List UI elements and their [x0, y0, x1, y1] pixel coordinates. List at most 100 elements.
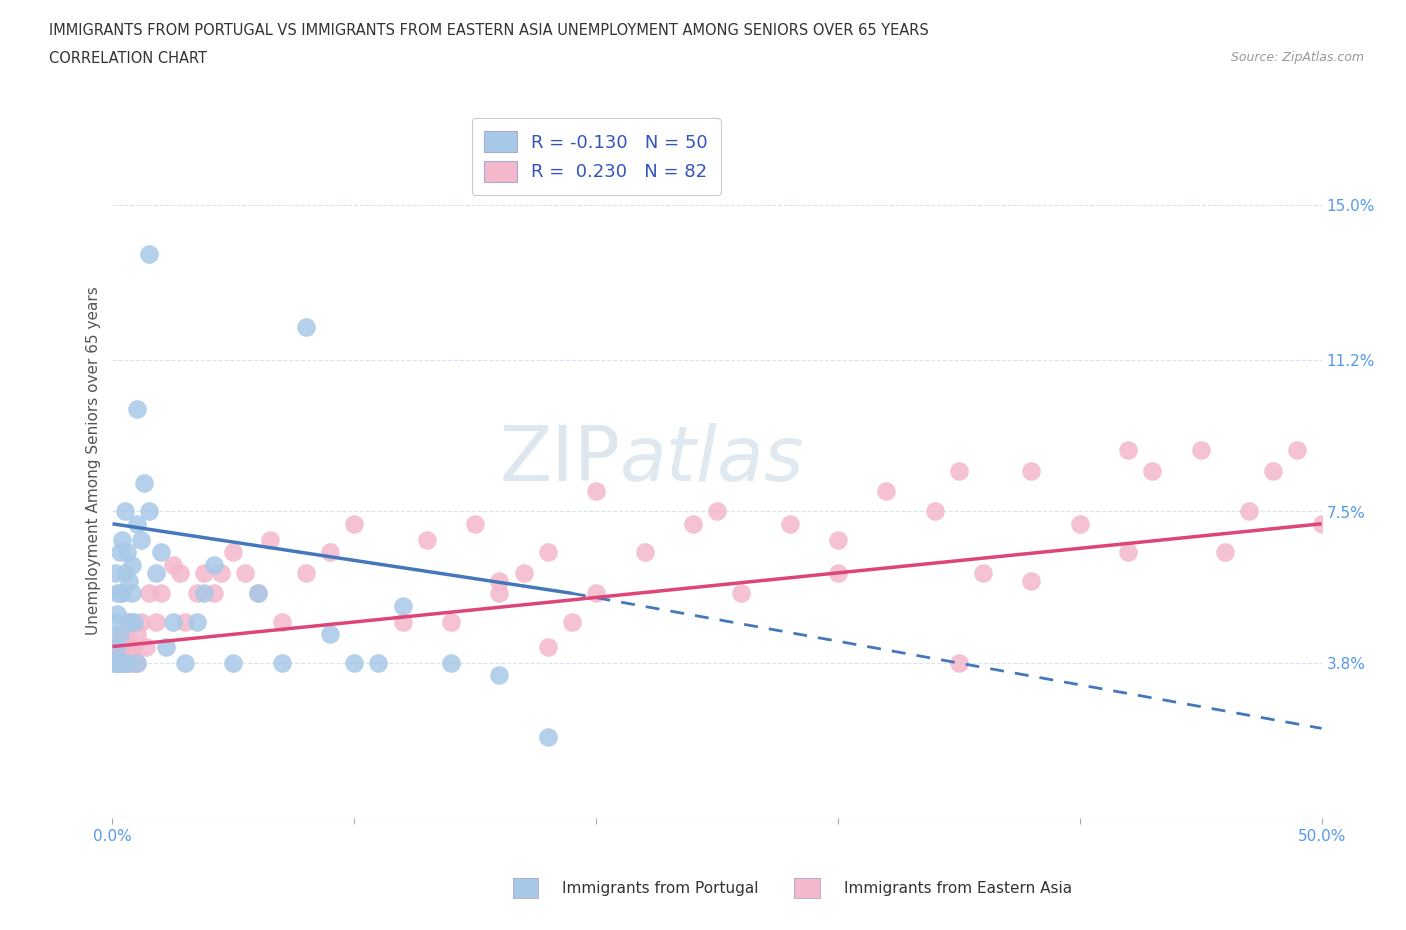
Point: [131, 615, 153, 630]
Text: Immigrants from Eastern Asia: Immigrants from Eastern Asia: [844, 881, 1071, 896]
Point: [561, 615, 583, 630]
Point: [125, 656, 148, 671]
Point: [1310, 516, 1333, 531]
Point: [924, 504, 946, 519]
Point: [118, 656, 141, 671]
Point: [391, 598, 413, 613]
Text: Source: ZipAtlas.com: Source: ZipAtlas.com: [1230, 51, 1364, 64]
Point: [488, 668, 510, 683]
Point: [1021, 574, 1043, 589]
Point: [105, 656, 128, 671]
Point: [391, 615, 413, 630]
Point: [246, 586, 269, 601]
Point: [121, 639, 143, 654]
Point: [343, 656, 366, 671]
Point: [145, 565, 167, 580]
Point: [111, 639, 134, 654]
Point: [193, 586, 215, 601]
Point: [108, 627, 131, 642]
Point: [259, 533, 281, 548]
Point: [111, 627, 134, 642]
Point: [108, 656, 131, 671]
Point: [706, 504, 728, 519]
Point: [125, 656, 148, 671]
Point: [1116, 443, 1139, 458]
Point: [149, 586, 172, 601]
Point: [125, 402, 148, 417]
Point: [222, 545, 245, 560]
Point: [1213, 545, 1236, 560]
Point: [111, 586, 134, 601]
Point: [111, 533, 134, 548]
Point: [104, 656, 127, 671]
Point: [202, 586, 225, 601]
Point: [138, 246, 160, 261]
Point: [1142, 463, 1164, 478]
Point: [114, 656, 136, 671]
Point: [111, 656, 134, 671]
Point: [235, 565, 257, 580]
Point: [343, 516, 366, 531]
Point: [118, 615, 141, 630]
Point: [131, 533, 153, 548]
Point: [105, 639, 128, 654]
Point: [162, 615, 184, 630]
Point: [512, 565, 534, 580]
Point: [115, 656, 138, 671]
Point: [1116, 545, 1139, 560]
Point: [193, 565, 215, 580]
Point: [270, 656, 292, 671]
Point: [779, 516, 801, 531]
Point: [972, 565, 994, 580]
Point: [135, 639, 157, 654]
Point: [105, 606, 128, 621]
Point: [633, 545, 655, 560]
Point: [125, 627, 148, 642]
Point: [121, 586, 143, 601]
Point: [104, 639, 127, 654]
Point: [145, 615, 167, 630]
Point: [1189, 443, 1212, 458]
Point: [122, 656, 145, 671]
Point: [1263, 463, 1285, 478]
Point: [108, 639, 131, 654]
Point: [270, 615, 292, 630]
Point: [122, 615, 145, 630]
Point: [108, 656, 131, 671]
Point: [202, 557, 225, 572]
Point: [104, 656, 127, 671]
Point: [585, 484, 607, 498]
Point: [132, 475, 155, 490]
Point: [682, 516, 704, 531]
Point: [104, 615, 127, 630]
Point: [948, 656, 970, 671]
Point: [440, 656, 463, 671]
Point: [111, 656, 134, 671]
Point: [1334, 656, 1357, 671]
Point: [1021, 463, 1043, 478]
Point: [108, 545, 131, 560]
Point: [121, 557, 143, 572]
Point: [537, 639, 560, 654]
Point: [105, 586, 128, 601]
Point: [105, 656, 128, 671]
Point: [118, 615, 141, 630]
Point: [114, 656, 136, 671]
Point: [295, 320, 318, 335]
Point: [209, 565, 232, 580]
Point: [108, 586, 131, 601]
Point: [488, 586, 510, 601]
Point: [105, 656, 128, 671]
Point: [585, 586, 607, 601]
Point: [114, 656, 136, 671]
Point: [537, 545, 560, 560]
Point: [1237, 504, 1260, 519]
Legend: R = -0.130   N = 50, R =  0.230   N = 82: R = -0.130 N = 50, R = 0.230 N = 82: [472, 118, 720, 194]
Point: [114, 565, 136, 580]
Text: IMMIGRANTS FROM PORTUGAL VS IMMIGRANTS FROM EASTERN ASIA UNEMPLOYMENT AMONG SENI: IMMIGRANTS FROM PORTUGAL VS IMMIGRANTS F…: [49, 23, 929, 38]
Point: [319, 545, 342, 560]
Point: [108, 656, 131, 671]
Point: [125, 516, 148, 531]
Point: [162, 557, 184, 572]
Point: [222, 656, 245, 671]
